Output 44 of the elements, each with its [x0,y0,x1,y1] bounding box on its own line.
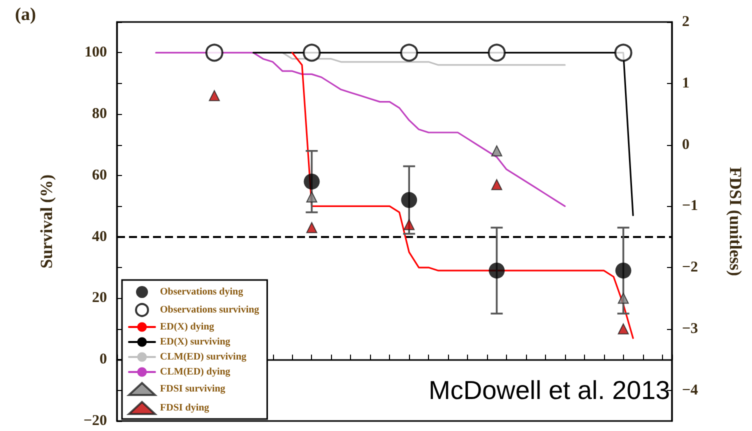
chart-title: (a) [15,4,36,24]
y-tick-label: −20 [83,413,107,429]
point [306,222,318,234]
y2-tick-label: 0 [682,136,690,153]
y2-tick-label: −3 [682,320,698,337]
point [491,179,502,190]
point [306,191,318,202]
point [208,90,220,102]
point [618,292,629,304]
point [401,192,418,208]
legend-label: FDSI dying [160,402,210,414]
y-tick-label: 20 [92,290,107,306]
point [618,323,629,334]
legend-label: FDSI surviving [160,384,226,394]
point [400,44,418,62]
point [488,44,506,62]
point [614,44,632,62]
legend-label: ED(X) dying [160,322,214,332]
legend-label: ED(X) surviving [160,336,230,348]
line-series [291,52,634,339]
y2-tick-label: −1 [682,198,698,214]
y-tick-label: 40 [92,228,107,245]
y-tick-label: 60 [92,167,107,184]
y2-tick-label: 1 [682,75,690,92]
y2-axis-title: FDSI (unitless) [726,166,745,276]
point [205,44,224,62]
y-tick-label: 80 [92,106,107,122]
legend-label: CLM(ED) dying [160,366,230,378]
point [615,262,632,279]
legend-label: Observations dying [160,286,244,298]
point [304,174,320,190]
point [404,219,415,230]
legend-label: CLM(ED) surviving [160,352,246,362]
y2-tick-label: −2 [682,260,698,276]
annotation: McDowell et al. 2013 [428,375,670,405]
point [488,262,505,279]
point [491,145,502,156]
y-tick-label: 0 [100,352,107,368]
point [302,44,321,62]
y2-tick-label: −4 [682,382,699,398]
y-tick-label: 100 [84,44,107,61]
legend-label: Observations surviving [160,304,260,316]
y-axis-title: Survival (%) [37,174,56,268]
y2-tick-label: 2 [682,14,690,30]
